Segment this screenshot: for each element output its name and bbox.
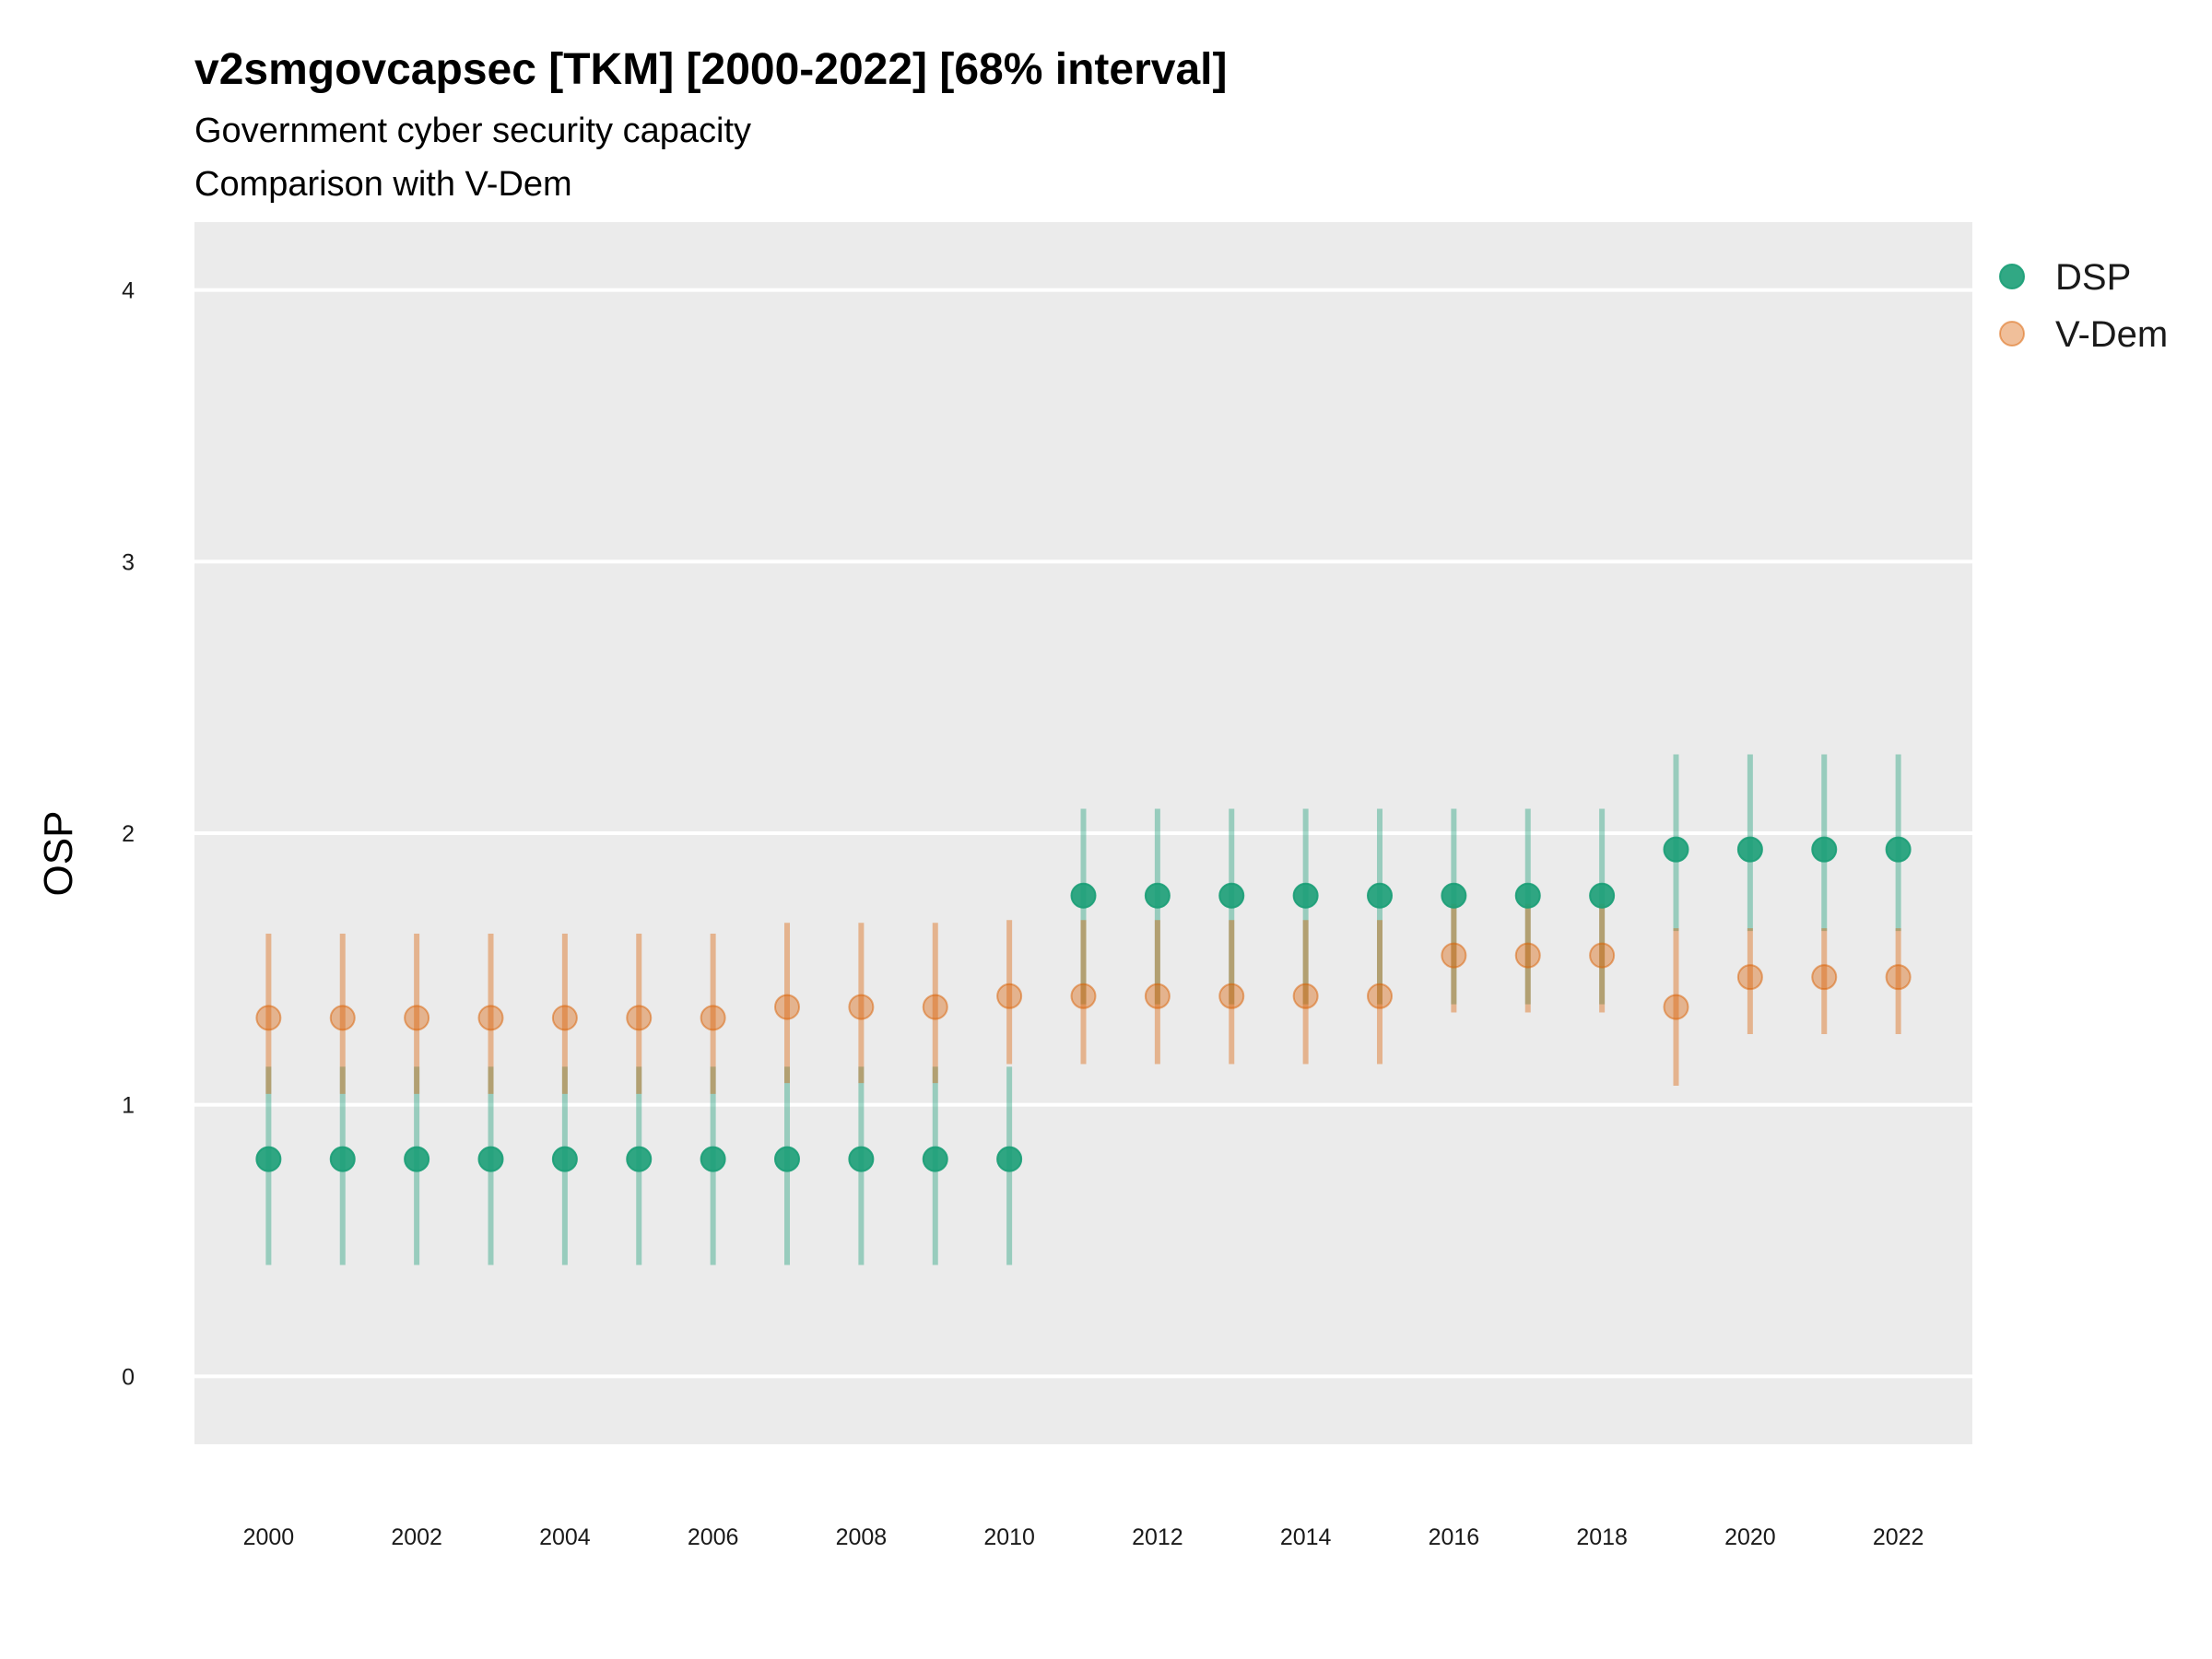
legend-key-dsp	[1999, 264, 2025, 289]
dsp-point	[700, 1146, 726, 1172]
x-tick-label: 2018	[1576, 1524, 1628, 1550]
y-axis-label: OSP	[36, 811, 81, 897]
dsp-point	[996, 1146, 1023, 1172]
y-tick-label: 1	[122, 1093, 135, 1119]
v-dem-point	[1736, 964, 1763, 991]
gridlines	[194, 288, 1972, 1379]
v-dem-point	[329, 1005, 356, 1031]
dsp-point	[1144, 882, 1171, 909]
v-dem-point	[255, 1005, 282, 1031]
v-dem-point	[1292, 982, 1319, 1009]
data-points	[255, 836, 1912, 1172]
chart-title: v2smgovcapsec [TKM] [2000-2022] [68% int…	[194, 45, 1227, 94]
dsp-point	[329, 1146, 356, 1172]
dsp-point	[1218, 882, 1245, 909]
v-dem-point	[404, 1005, 430, 1031]
x-tick-label: 2012	[1132, 1524, 1183, 1550]
dsp-point	[774, 1146, 800, 1172]
x-tick-label: 2000	[243, 1524, 295, 1550]
v-dem-point	[848, 994, 875, 1020]
x-tick-label: 2022	[1873, 1524, 1924, 1550]
v-dem-point	[1218, 982, 1245, 1009]
v-dem-point	[700, 1005, 726, 1031]
dsp-point	[1514, 882, 1541, 909]
v-dem-point	[626, 1005, 653, 1031]
dsp-point	[1070, 882, 1097, 909]
dsp-point	[922, 1146, 948, 1172]
dsp-point	[848, 1146, 875, 1172]
x-axis-ticks: 2000 2002 2004 2006 2008 2010 2012 2014 2016 2018…	[243, 1524, 1924, 1550]
x-tick-label: 2020	[1724, 1524, 1776, 1550]
dsp-point	[1736, 836, 1763, 863]
legend: DSP V-Dem	[1999, 257, 2168, 355]
v-dem-point	[1514, 942, 1541, 969]
v-dem-point	[1811, 964, 1838, 991]
dsp-point	[626, 1146, 653, 1172]
dsp-point	[1441, 882, 1467, 909]
y-tick-label: 0	[122, 1364, 135, 1390]
v-dem-point	[774, 994, 800, 1020]
v-dem-point	[1070, 982, 1097, 1009]
y-tick-label: 4	[122, 278, 135, 304]
dsp-point	[551, 1146, 578, 1172]
dsp-point	[1367, 882, 1393, 909]
v-dem-point	[1144, 982, 1171, 1009]
v-dem-point	[1589, 942, 1616, 969]
v-dem-point	[1885, 964, 1912, 991]
dsp-point	[1811, 836, 1838, 863]
dsp-point	[477, 1146, 504, 1172]
x-tick-label: 2006	[688, 1524, 739, 1550]
v-dem-point	[922, 994, 948, 1020]
chart-subtitle-line2: Comparison with V-Dem	[194, 165, 572, 204]
dsp-point	[1589, 882, 1616, 909]
y-tick-label: 3	[122, 549, 135, 575]
x-tick-label: 2002	[391, 1524, 442, 1550]
x-tick-label: 2014	[1280, 1524, 1332, 1550]
dsp-point	[404, 1146, 430, 1172]
x-tick-label: 2016	[1429, 1524, 1480, 1550]
legend-label-v-dem: V-Dem	[2055, 314, 2168, 355]
dsp-point	[255, 1146, 282, 1172]
dsp-point	[1885, 836, 1912, 863]
legend-label-dsp: DSP	[2055, 257, 2131, 298]
legend-key-v-dem	[1999, 321, 2025, 347]
y-axis-ticks: 0 1 2 3 4	[122, 278, 135, 1391]
v-dem-point	[1441, 942, 1467, 969]
v-dem-point	[551, 1005, 578, 1031]
v-dem-point	[477, 1005, 504, 1031]
x-tick-label: 2004	[539, 1524, 591, 1550]
v-dem-point	[996, 982, 1023, 1009]
v-dem-point	[1663, 994, 1689, 1020]
v-dem-point	[1367, 982, 1393, 1009]
dsp-point	[1663, 836, 1689, 863]
x-tick-label: 2010	[983, 1524, 1035, 1550]
chart-subtitle-line1: Government cyber security capacity	[194, 112, 751, 150]
x-tick-label: 2008	[836, 1524, 888, 1550]
y-tick-label: 2	[122, 821, 135, 847]
dsp-point	[1292, 882, 1319, 909]
